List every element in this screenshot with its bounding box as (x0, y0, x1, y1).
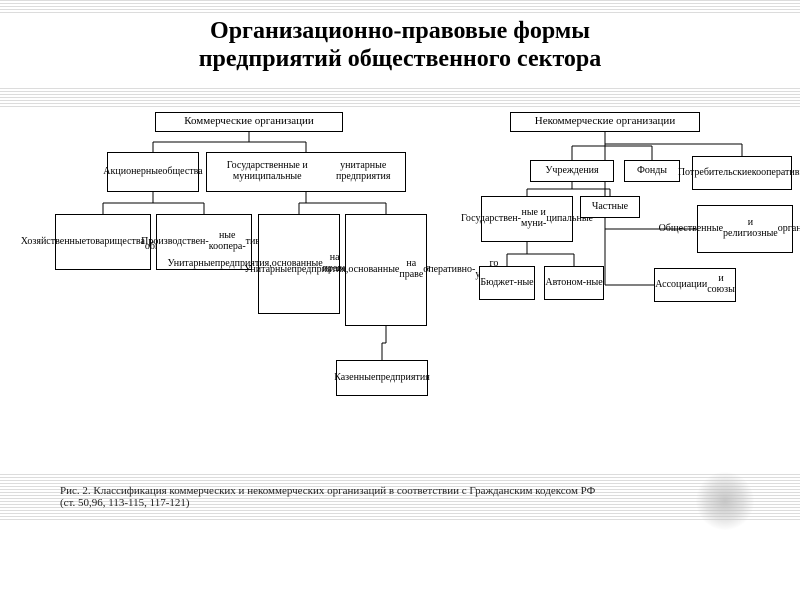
node-htio: Хозяйственныетовариществаи общества (55, 214, 151, 270)
node-assoc: Ассоциациии союзы (654, 268, 736, 302)
node-gm: Государствен-ные и муни-ципальные (481, 196, 573, 242)
node-fond: Фонды (624, 160, 680, 182)
node-up2: Унитарныепредприятия,основанныена правео… (345, 214, 427, 326)
node-kaz: Казенныепредприятия (336, 360, 428, 396)
node-uchr: Учреждения (530, 160, 614, 182)
node-ao: Акционерныеобщества (107, 152, 199, 192)
node-orel: Общественныеи религиозныеорганизации (697, 205, 793, 253)
blur-artifact (696, 472, 754, 530)
caption-line1: Рис. 2. Классификация коммерческих и нек… (60, 485, 595, 497)
figure-caption: Рис. 2. Классификация коммерческих и нек… (60, 485, 595, 509)
node-priv: Частные (580, 196, 640, 218)
node-auto: Автоном-ные (544, 266, 604, 300)
caption-line2: (ст. 50,96, 113-115, 117-121) (60, 497, 190, 509)
node-nonc: Некоммерческие организации (510, 112, 700, 132)
node-gmup: Государственные и муниципальныеунитарные… (206, 152, 406, 192)
node-com: Коммерческие организации (155, 112, 343, 132)
node-budg: Бюджет-ные (479, 266, 535, 300)
node-pkoop: Потребительскиекооперативы (692, 156, 792, 190)
